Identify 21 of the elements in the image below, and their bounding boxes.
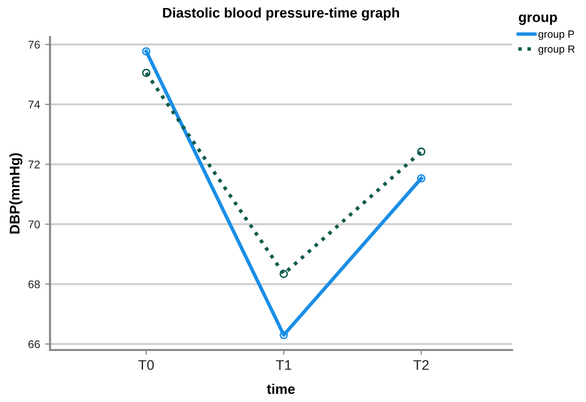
y-tick-label: 70: [28, 220, 40, 228]
x-axis-title: time: [266, 384, 295, 394]
point: [417, 148, 426, 156]
point: [142, 68, 150, 78]
x-tick-label: T1: [276, 360, 292, 370]
y-tick-label: 72: [28, 160, 40, 168]
legend-title: group: [518, 14, 558, 25]
point: [142, 47, 150, 56]
x-tick-label: T2: [413, 360, 429, 370]
y-tick-label: 76: [28, 40, 40, 49]
y-tick-label: 74: [28, 100, 40, 108]
point: [417, 174, 426, 183]
y-tick-label: 66: [28, 340, 40, 348]
point: [280, 270, 288, 278]
y-axis-title: DBP(mmHg): [9, 153, 22, 234]
y-tick-label: 68: [28, 280, 40, 288]
chart-title: Diastolic blood pressure-time graph: [163, 7, 399, 20]
point: [280, 330, 288, 340]
legend-label: group R: [538, 45, 575, 55]
x-tick-label: T0: [138, 360, 154, 370]
legend-label: group P: [538, 30, 574, 40]
